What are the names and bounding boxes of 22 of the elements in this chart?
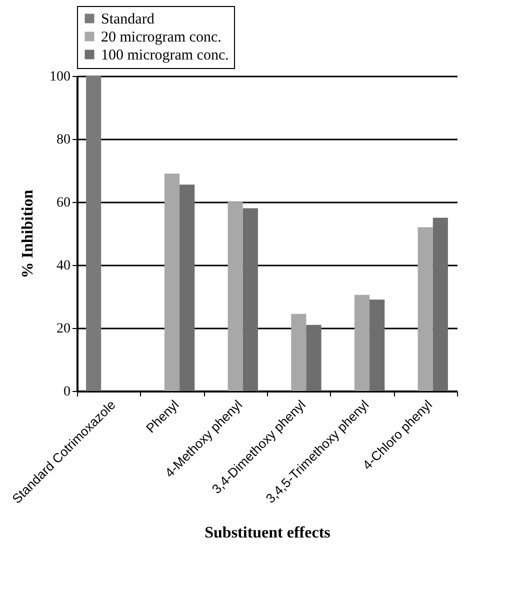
y-tick-label: 60 (56, 196, 70, 210)
bar (354, 294, 370, 391)
bar (180, 184, 195, 391)
y-tick-label: 0 (64, 384, 70, 400)
bar (164, 174, 180, 391)
y-tick-label: 80 (56, 132, 70, 148)
bar (432, 218, 448, 391)
bar (306, 324, 322, 391)
bar (370, 300, 385, 391)
y-tick-label: 40 (56, 258, 70, 274)
y-axis-title: % Inhibition (20, 190, 36, 278)
x-axis-title: Substituent effects (204, 524, 330, 542)
y-tick-label: 20 (56, 322, 70, 336)
legend-label: Standard (101, 12, 155, 28)
bar (242, 208, 258, 391)
legend-label: 100 microgram conc. (101, 48, 229, 64)
y-tick-label: 100 (50, 70, 70, 84)
legend-label: 20 microgram conc. (101, 30, 222, 46)
bar (228, 202, 243, 391)
bar (418, 227, 433, 391)
bar (291, 314, 306, 391)
bar (86, 76, 102, 391)
